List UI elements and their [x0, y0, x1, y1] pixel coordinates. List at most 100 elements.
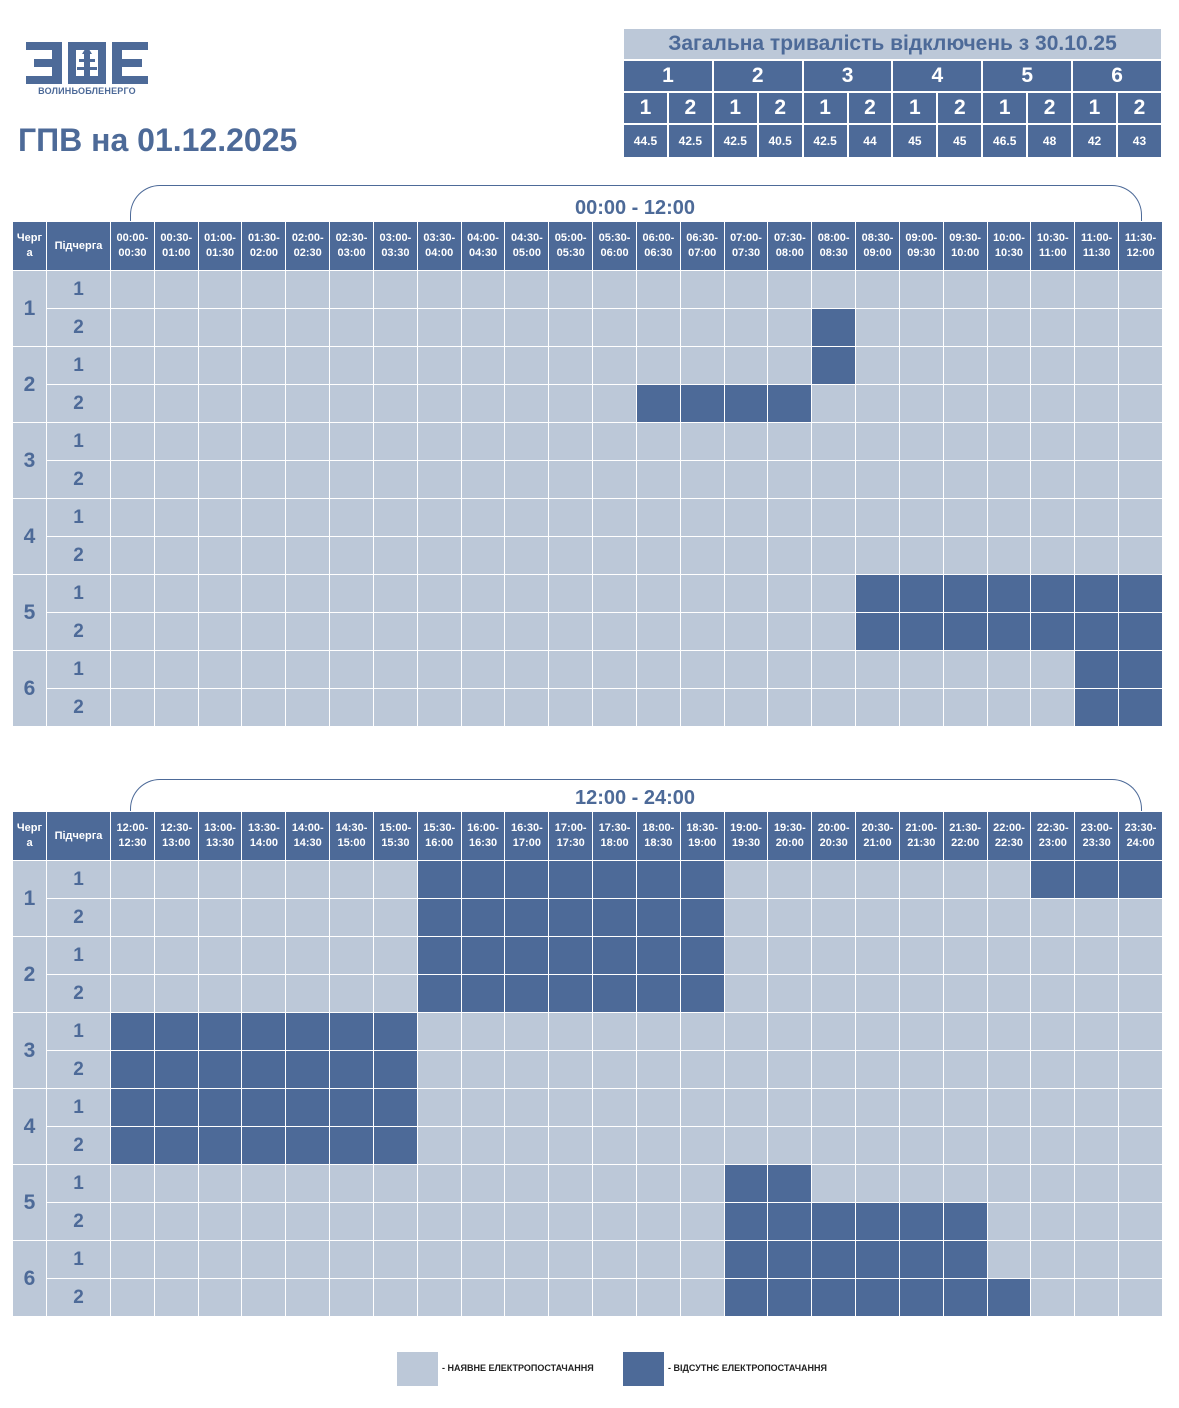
power-available-cell: [635, 1164, 681, 1203]
power-available-cell: [329, 536, 374, 575]
power-available-cell: [504, 1126, 550, 1165]
power-available-cell: [592, 1240, 637, 1279]
summary-subqueue-header: 2: [1026, 91, 1074, 125]
power-available-cell: [285, 384, 331, 423]
outage-cell: [679, 860, 725, 899]
outage-cell: [855, 612, 900, 651]
outage-cell: [811, 346, 857, 385]
power-available-cell: [592, 270, 637, 309]
summary-duration-value: 42: [1071, 123, 1118, 159]
power-available-cell: [329, 1202, 374, 1241]
power-available-cell: [110, 498, 155, 537]
power-available-cell: [986, 498, 1032, 537]
time-slot-header: 18:30- 19:00: [679, 811, 725, 861]
power-available-cell: [1030, 1126, 1076, 1165]
power-available-cell: [679, 574, 725, 613]
power-available-cell: [197, 974, 243, 1013]
power-available-cell: [592, 346, 637, 385]
power-available-cell: [504, 1202, 550, 1241]
schedule-row: 2: [13, 898, 1163, 937]
power-available-cell: [285, 536, 331, 575]
power-available-cell: [898, 1088, 944, 1127]
power-available-cell: [723, 936, 769, 975]
outage-cell: [197, 1126, 243, 1165]
power-available-cell: [723, 460, 769, 499]
power-available-cell: [548, 1050, 594, 1089]
queue-number: 2: [12, 346, 47, 423]
power-available-cell: [416, 346, 462, 385]
power-available-cell: [592, 1088, 637, 1127]
schedule-row: 2: [13, 1202, 1163, 1241]
outage-cell: [679, 974, 725, 1013]
power-available-cell: [1030, 650, 1076, 689]
outage-cell: [1118, 860, 1163, 899]
outage-cell: [635, 936, 681, 975]
power-available-cell: [153, 422, 199, 461]
outage-cell: [110, 1012, 155, 1051]
outage-cell: [460, 860, 506, 899]
power-available-cell: [1118, 422, 1163, 461]
power-available-cell: [592, 384, 637, 423]
power-available-cell: [329, 384, 374, 423]
power-available-cell: [329, 270, 374, 309]
power-available-cell: [635, 460, 681, 499]
outage-cell: [285, 1126, 331, 1165]
power-available-cell: [329, 460, 374, 499]
power-available-cell: [504, 1050, 550, 1089]
power-available-cell: [1074, 270, 1120, 309]
power-available-cell: [635, 1050, 681, 1089]
power-available-cell: [372, 346, 418, 385]
power-available-cell: [942, 308, 988, 347]
power-available-cell: [416, 1278, 462, 1317]
time-slot-header: 09:30- 10:00: [942, 221, 988, 271]
outage-cell: [635, 974, 681, 1013]
power-available-cell: [372, 498, 418, 537]
power-available-cell: [197, 1240, 243, 1279]
summary-subqueue-header: 2: [1115, 91, 1164, 125]
power-available-cell: [197, 1202, 243, 1241]
power-available-cell: [986, 1164, 1032, 1203]
summary-subqueue-header: 1: [891, 91, 939, 125]
power-available-cell: [679, 498, 725, 537]
legend-label-available: - НАЯВНЕ ЕЛЕКТРОПОСТАЧАННЯ: [442, 1363, 594, 1373]
power-available-cell: [416, 1050, 462, 1089]
time-slot-header: 19:00- 19:30: [723, 811, 769, 861]
power-available-cell: [460, 650, 506, 689]
power-available-cell: [1030, 1164, 1076, 1203]
outage-cell: [329, 1012, 374, 1051]
power-available-cell: [110, 1240, 155, 1279]
outage-cell: [1118, 574, 1163, 613]
power-available-cell: [460, 1278, 506, 1317]
power-available-cell: [723, 574, 769, 613]
summary-queue-header: 4: [891, 59, 984, 93]
time-slot-header: 11:00- 11:30: [1074, 221, 1120, 271]
power-available-cell: [285, 936, 331, 975]
power-available-cell: [241, 860, 287, 899]
power-available-cell: [548, 536, 594, 575]
power-available-cell: [635, 498, 681, 537]
power-available-cell: [504, 308, 550, 347]
outage-cell: [679, 936, 725, 975]
power-available-cell: [110, 936, 155, 975]
power-available-cell: [241, 1164, 287, 1203]
power-available-cell: [1118, 384, 1163, 423]
power-available-cell: [504, 346, 550, 385]
power-available-cell: [241, 650, 287, 689]
summary-duration-value: 44.5: [622, 123, 669, 159]
time-slot-header: 20:30- 21:00: [855, 811, 900, 861]
summary-table: Загальна тривалість відключень з 30.10.2…: [622, 27, 1164, 159]
power-available-cell: [898, 460, 944, 499]
power-available-cell: [986, 1202, 1032, 1241]
power-available-cell: [635, 308, 681, 347]
outage-cell: [460, 898, 506, 937]
outage-cell: [241, 1088, 287, 1127]
power-available-cell: [548, 1012, 594, 1051]
power-available-cell: [942, 536, 988, 575]
power-available-cell: [679, 1012, 725, 1051]
power-available-cell: [110, 574, 155, 613]
outage-cell: [285, 1012, 331, 1051]
power-available-cell: [898, 898, 944, 937]
outage-cell: [1118, 650, 1163, 689]
power-available-cell: [153, 612, 199, 651]
